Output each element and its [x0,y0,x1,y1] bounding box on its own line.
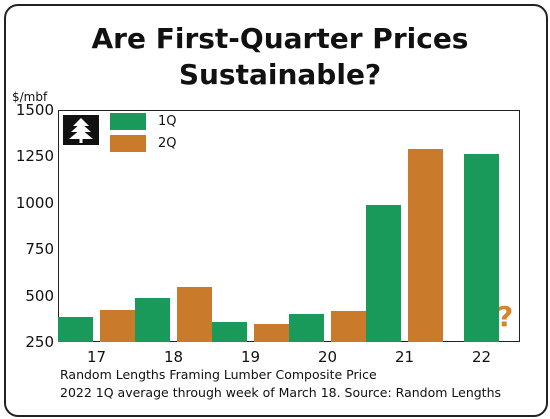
chart-title-line-1: Are First-Quarter Prices [91,22,469,55]
bar-2q-20 [331,311,366,342]
x-tick-label: 22 [471,348,492,366]
y-tick-label: 1000 [15,193,54,212]
bar-1q-21 [366,204,401,342]
question-mark-annotation: ? [497,300,514,333]
x-tick-label: 19 [240,348,261,366]
legend-label-1q: 1Q [158,114,177,129]
y-tick-label: 250 [25,333,54,351]
legend-swatch-2q [110,135,146,152]
x-tick-label: 21 [394,348,415,366]
y-tick-label: 750 [25,240,54,259]
bar-1q-22 [464,153,499,342]
x-tick-label: 17 [86,348,107,366]
footnote-source: Random Lengths Framing Lumber Composite … [60,367,377,382]
legend-swatch-1q [110,113,146,130]
y-tick-label: 1500 [15,101,54,119]
y-tick-label: 1250 [15,147,54,166]
footnote-date: 2022 1Q average through week of March 18… [60,385,502,400]
y-tick-label: 500 [25,286,54,305]
bar-1q-17 [58,316,93,342]
legend-label-2q: 2Q [158,136,177,151]
bar-1q-19 [212,321,247,342]
bar-2q-18 [177,287,212,342]
bar-1q-18 [135,298,170,342]
bar-2q-19 [254,323,289,342]
x-tick-label: 20 [317,348,338,366]
bar-2q-21 [408,148,443,342]
tree-logo-icon [63,115,99,145]
chart-title-line-2: Sustainable? [178,58,382,91]
bar-1q-20 [289,314,324,342]
y-axis-unit-label: $/mbf [12,90,48,104]
bar-2q-17 [100,310,135,342]
x-tick-label: 18 [163,348,184,366]
chart-frame [4,4,548,417]
